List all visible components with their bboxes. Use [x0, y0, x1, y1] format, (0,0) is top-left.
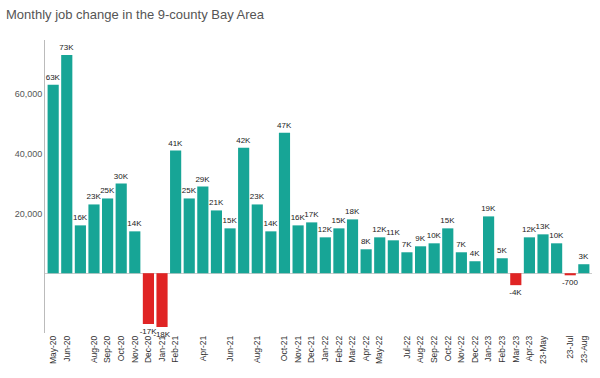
svg-text:Jan-21: Jan-21 — [157, 335, 167, 361]
svg-text:Nov-20: Nov-20 — [130, 335, 140, 363]
svg-text:15K: 15K — [331, 216, 346, 225]
svg-text:Jun-20: Jun-20 — [62, 335, 72, 361]
svg-text:-4K: -4K — [509, 288, 522, 297]
svg-text:73K: 73K — [59, 43, 74, 52]
svg-text:Nov-22: Nov-22 — [456, 335, 466, 363]
svg-text:18K: 18K — [345, 207, 360, 216]
svg-text:7K: 7K — [402, 240, 412, 249]
svg-text:3K: 3K — [579, 252, 589, 261]
svg-text:Jun-21: Jun-21 — [225, 335, 235, 361]
svg-text:15K: 15K — [223, 216, 238, 225]
svg-text:Jul-22: Jul-22 — [402, 335, 412, 358]
svg-text:Mar-22: Mar-22 — [347, 335, 357, 362]
svg-text:Mar-23: Mar-23 — [511, 335, 521, 362]
svg-text:47K: 47K — [277, 121, 292, 130]
svg-text:10K: 10K — [549, 231, 564, 240]
svg-text:63K: 63K — [46, 73, 61, 82]
svg-text:16K: 16K — [73, 213, 88, 222]
svg-text:May-20: May-20 — [48, 335, 58, 364]
svg-text:-17K: -17K — [140, 327, 158, 336]
svg-text:Feb-23: Feb-23 — [497, 335, 507, 362]
svg-text:15K: 15K — [440, 216, 455, 225]
svg-text:4K: 4K — [470, 249, 480, 258]
svg-text:23-Aug: 23-Aug — [579, 335, 589, 363]
svg-text:25K: 25K — [100, 186, 115, 195]
svg-text:5K: 5K — [497, 246, 507, 255]
svg-text:29K: 29K — [195, 175, 210, 184]
svg-text:Apr-23: Apr-23 — [524, 335, 534, 361]
svg-text:Aug-21: Aug-21 — [252, 335, 262, 363]
svg-text:Aug-20: Aug-20 — [89, 335, 99, 363]
svg-text:60,000: 60,000 — [15, 89, 43, 99]
svg-text:Apr-22: Apr-22 — [361, 335, 371, 361]
svg-text:Monthly job change in the 9-co: Monthly job change in the 9-county Bay A… — [6, 7, 265, 22]
svg-text:13K: 13K — [536, 222, 551, 231]
svg-text:23-Jul: 23-Jul — [565, 336, 575, 359]
svg-text:Oct-20: Oct-20 — [116, 335, 126, 361]
svg-text:10K: 10K — [427, 231, 442, 240]
svg-text:Feb-22: Feb-22 — [334, 335, 344, 362]
svg-text:30K: 30K — [114, 172, 129, 181]
svg-text:Apr-21: Apr-21 — [198, 335, 208, 361]
svg-text:23K: 23K — [250, 192, 265, 201]
svg-text:-700: -700 — [562, 278, 579, 287]
svg-text:7K: 7K — [456, 240, 466, 249]
svg-text:Aug-22: Aug-22 — [415, 335, 425, 363]
svg-text:25K: 25K — [182, 186, 197, 195]
svg-text:12K: 12K — [318, 225, 333, 234]
svg-text:Sep-22: Sep-22 — [429, 335, 439, 363]
svg-text:Oct-22: Oct-22 — [443, 335, 453, 361]
svg-text:19K: 19K — [481, 204, 496, 213]
svg-text:Dec-22: Dec-22 — [470, 335, 480, 363]
svg-text:41K: 41K — [168, 139, 183, 148]
svg-text:8K: 8K — [361, 237, 371, 246]
svg-text:21K: 21K — [209, 198, 224, 207]
svg-text:Jan-23: Jan-23 — [483, 335, 493, 361]
svg-text:17K: 17K — [304, 210, 319, 219]
svg-text:11K: 11K — [386, 228, 400, 237]
svg-text:Sep-20: Sep-20 — [102, 335, 112, 363]
svg-text:May-22: May-22 — [374, 335, 384, 364]
svg-text:42K: 42K — [236, 136, 251, 145]
svg-text:Nov-21: Nov-21 — [293, 335, 303, 363]
svg-text:14K: 14K — [127, 219, 142, 228]
svg-text:Jan-22: Jan-22 — [320, 335, 330, 361]
svg-text:20,000: 20,000 — [15, 209, 43, 219]
svg-text:23K: 23K — [87, 192, 102, 201]
svg-text:14K: 14K — [263, 219, 278, 228]
svg-text:23-May: 23-May — [538, 335, 548, 364]
svg-text:Oct-21: Oct-21 — [279, 335, 289, 361]
svg-text:16K: 16K — [291, 213, 306, 222]
svg-text:9K: 9K — [415, 234, 425, 243]
svg-text:Dec-21: Dec-21 — [306, 335, 316, 363]
svg-text:Dec-20: Dec-20 — [143, 335, 153, 363]
svg-text:-18K: -18K — [153, 330, 171, 339]
svg-text:40,000: 40,000 — [15, 149, 43, 159]
svg-text:Feb-21: Feb-21 — [170, 335, 180, 362]
svg-text:12K: 12K — [522, 225, 537, 234]
svg-text:12K: 12K — [372, 225, 387, 234]
